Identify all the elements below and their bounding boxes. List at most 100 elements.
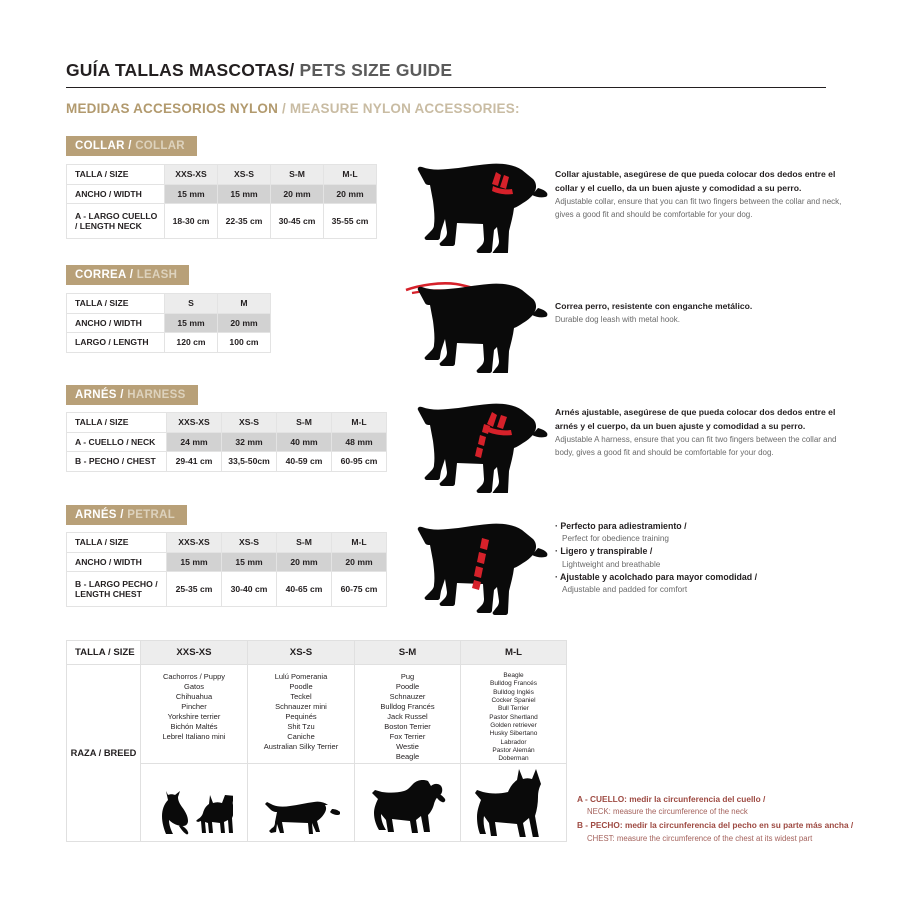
collar-cell: 20 mm <box>323 183 377 205</box>
breed-name: Shit Tzu <box>287 721 315 731</box>
breed-cell-xxs-xs: Cachorros / Puppy Gatos Chihuahua Pinche… <box>140 663 248 765</box>
collar-marker-red <box>492 172 513 195</box>
collar-cell: 20 mm <box>270 183 324 205</box>
legend-chest-en: CHEST: measure the circumference of the … <box>587 833 813 843</box>
harness-col-3: S-M <box>276 412 332 433</box>
breed-name: Pastor Alemán <box>492 746 535 754</box>
petral-bullet-es: · Perfecto para adiestramiento / <box>555 521 687 531</box>
dog-harness-illustration <box>404 398 549 498</box>
harness-col-2: XS-S <box>221 412 277 433</box>
collar-description-es: Collar ajustable, asegúrese de que pueda… <box>555 169 836 193</box>
breed-name: Schnauzer <box>389 691 426 701</box>
section-tag-collar-en: COLLAR <box>131 140 185 152</box>
harness-col-4: M-L <box>331 412 387 433</box>
chihuahua-silhouette <box>196 795 233 834</box>
breed-name: Boston Terrier <box>384 721 431 731</box>
breed-name: Husky Sibertano <box>489 730 538 738</box>
petral-col-2: XS-S <box>221 532 277 553</box>
breed-name: Bulldog Francés <box>490 680 537 688</box>
petral-col-1: XXS-XS <box>166 532 222 553</box>
table-row: TALLA / SIZE XXS-XS XS-S S-M M-L <box>66 412 387 433</box>
breed-name: Chihuahua <box>175 691 213 701</box>
legend-chest-es: B - PECHO: medir la circunferencia del p… <box>577 820 854 831</box>
table-row: RAZA / BREED Cachorros / Puppy Gatos Chi… <box>66 663 567 843</box>
table-row: ANCHO / WIDTH 15 mm 15 mm 20 mm 20 mm <box>66 551 387 573</box>
section-tag-leash: CORREA / LEASH <box>66 265 190 285</box>
leash-table: TALLA / SIZE S M ANCHO / WIDTH 15 mm 20 … <box>66 293 271 354</box>
leash-row-1-label: LARGO / LENGTH <box>66 332 165 354</box>
silhouette-cell-xs-s <box>247 763 355 843</box>
petral-table: TALLA / SIZE XXS-XS XS-S S-M M-L ANCHO /… <box>66 532 387 608</box>
silhouette-cell-m-l <box>460 763 567 843</box>
harness-cell: 24 mm <box>166 431 222 453</box>
section-tag-petral-es: ARNÉS / <box>75 509 124 521</box>
breed-col-1: XXS-XS <box>140 640 248 665</box>
dog-petral-illustration <box>404 518 549 621</box>
silhouette-cell-xxs-xs <box>140 763 248 843</box>
petral-row-0-label: ANCHO / WIDTH <box>66 551 167 573</box>
leash-col-2: M <box>217 293 271 314</box>
harness-cell: 29-41 cm <box>166 451 222 473</box>
section-tag-petral-en: PETRAL <box>123 509 176 521</box>
table-row: TALLA / SIZE S M <box>66 293 271 314</box>
table-row: TALLA / SIZE XXS-XS XS-S S-M M-L <box>66 164 377 185</box>
table-row: ANCHO / WIDTH 15 mm 20 mm <box>66 312 271 334</box>
harness-row-1-label: B - PECHO / CHEST <box>66 451 167 473</box>
table-row: ANCHO / WIDTH 15 mm 15 mm 20 mm 20 mm <box>66 183 377 205</box>
collar-table: TALLA / SIZE XXS-XS XS-S S-M M-L ANCHO /… <box>66 164 377 240</box>
breed-name: Pequinés <box>285 711 317 721</box>
petral-cell: 20 mm <box>331 551 387 573</box>
collar-cell: 15 mm <box>164 183 218 205</box>
leash-cell: 15 mm <box>164 312 218 334</box>
breed-name: Jack Russel <box>387 711 428 721</box>
table-row: TALLA / SIZE XXS-XS XS-S S-M M-L <box>66 532 387 553</box>
petral-marker-red <box>472 538 489 590</box>
breed-name: Bulldog Inglés <box>493 688 534 696</box>
breed-name: Bulldog Francés <box>380 701 435 711</box>
collar-cell: 35-55 cm <box>323 203 377 240</box>
petral-cell: 15 mm <box>221 551 277 573</box>
leash-col-1: S <box>164 293 218 314</box>
schnauzer-silhouette <box>371 780 445 834</box>
harness-cell: 40-59 cm <box>276 451 332 473</box>
collar-col-3: S-M <box>270 164 324 185</box>
petral-bullet-en: Lightweight and breathable <box>562 559 661 569</box>
harness-col-1: XXS-XS <box>166 412 222 433</box>
petral-col-4: M-L <box>331 532 387 553</box>
table-row: B - PECHO / CHEST 29-41 cm 33,5-50cm 40-… <box>66 451 387 473</box>
leash-cell: 120 cm <box>164 332 218 354</box>
breed-name: Westie <box>396 741 419 751</box>
breed-name: Australian Silky Terrier <box>263 741 339 751</box>
leash-description: Correa perro, resistente con enganche me… <box>555 300 855 327</box>
breed-cell-xs-s: Lulú Pomerania Poodle Teckel Schnauzer m… <box>247 663 355 765</box>
breed-name: Beagle <box>503 672 524 679</box>
collar-col-4: M-L <box>323 164 377 185</box>
table-row: TALLA / SIZE XXS-XS XS-S S-M M-L <box>66 640 567 665</box>
breed-row-label: RAZA / BREED <box>66 663 141 843</box>
table-row: B - LARGO PECHO / LENGTH CHEST 25-35 cm … <box>66 571 387 608</box>
collar-col-2: XS-S <box>217 164 271 185</box>
breed-name: Cachorros / Puppy <box>162 672 226 681</box>
breed-col-2: XS-S <box>247 640 355 665</box>
breed-name: Yorkshire terrier <box>167 711 221 721</box>
breed-cell-m-l: Beagle Bulldog Francés Bulldog Inglés Co… <box>460 663 567 765</box>
petral-bullet-es: · Ligero y transpirable / <box>555 546 653 557</box>
harness-cell: 33,5-50cm <box>221 451 277 473</box>
collar-col-0: TALLA / SIZE <box>66 164 165 185</box>
harness-cell: 48 mm <box>331 431 387 453</box>
collar-cell: 18-30 cm <box>164 203 218 240</box>
breed-name: Beagle <box>395 751 420 761</box>
breed-name: Cocker Spaniel <box>491 696 536 704</box>
breed-name: Lebrel Italiano mini <box>162 731 226 741</box>
collar-description: Collar ajustable, asegúrese de que pueda… <box>555 168 855 222</box>
breed-name: Golden retriever <box>490 721 537 729</box>
measure-legend: A - CUELLO: medir la circunferencia del … <box>577 793 887 845</box>
petral-bullet-es: · Ajustable y acolchado para mayor comod… <box>555 571 758 582</box>
harness-table: TALLA / SIZE XXS-XS XS-S S-M M-L A - CUE… <box>66 412 387 473</box>
harness-description-en: Adjustable A harness, ensure that you ca… <box>555 434 837 457</box>
collar-cell: 15 mm <box>217 183 271 205</box>
leash-col-0: TALLA / SIZE <box>66 293 165 314</box>
breed-name: Doberman <box>498 755 529 763</box>
page-subtitle: MEDIDAS ACCESORIOS NYLON / MEASURE NYLON… <box>66 101 520 116</box>
